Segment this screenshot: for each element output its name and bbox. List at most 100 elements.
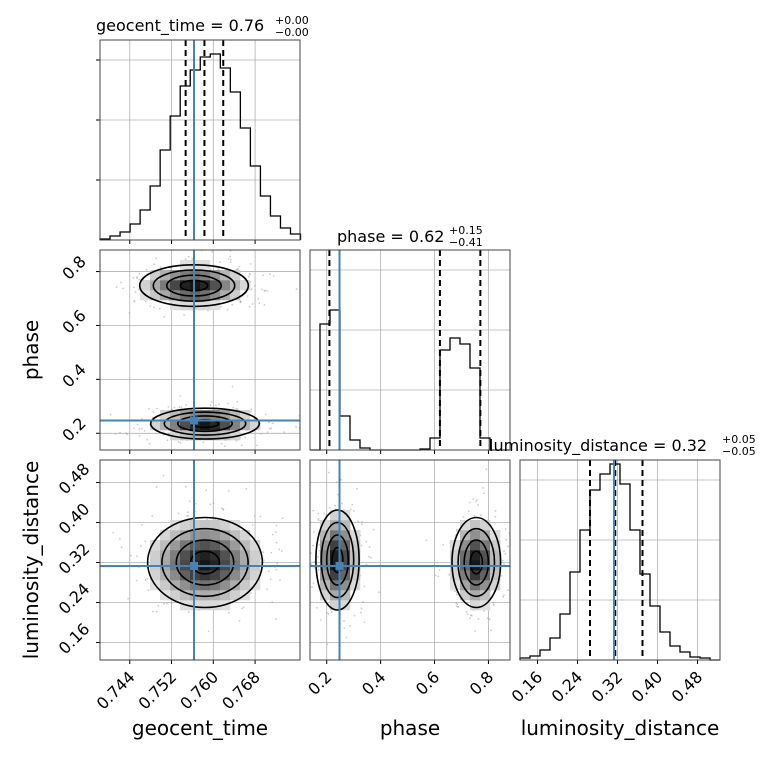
- sample-point: [229, 255, 231, 258]
- density-cell: [220, 410, 231, 421]
- density-geocent-time-vs-luminosity-distance-frame: [99, 459, 301, 661]
- density-cell: [230, 520, 241, 531]
- density-cell: [200, 530, 211, 541]
- density-cell: [470, 550, 481, 561]
- density-cell: [230, 590, 241, 601]
- sample-point: [271, 601, 274, 604]
- sample-point: [202, 441, 205, 444]
- hist-phase-panel: [309, 249, 511, 454]
- sample-point: [251, 524, 254, 526]
- sample-point: [152, 411, 155, 413]
- sample-point: [170, 602, 173, 604]
- density-cell: [150, 570, 161, 581]
- hist-luminosity-distance-bg: [520, 460, 720, 660]
- density-cell: [230, 570, 241, 581]
- density-cell: [330, 590, 341, 601]
- sample-point: [224, 445, 226, 448]
- sample-point: [326, 643, 329, 646]
- density-cell: [170, 430, 181, 441]
- sample-point: [503, 563, 505, 565]
- sample-point: [263, 289, 266, 292]
- xtick-label-phase-3: 0.8: [466, 667, 497, 698]
- sample-point: [327, 471, 330, 474]
- density-cell: [200, 570, 211, 581]
- sample-point: [317, 512, 320, 515]
- sample-point: [360, 544, 363, 547]
- density-cell: [210, 580, 221, 591]
- density-cell: [470, 570, 481, 581]
- density-cell: [330, 600, 341, 611]
- sample-point: [153, 263, 156, 266]
- sample-point: [249, 273, 251, 276]
- sample-point: [163, 431, 165, 434]
- sample-point: [363, 621, 366, 624]
- sample-point: [505, 538, 508, 541]
- sample-point: [178, 406, 181, 409]
- hist-luminosity-distance-frame: [519, 459, 721, 661]
- ytick-label-luminosity-distance-3: 0.40: [55, 499, 94, 538]
- density-cell: [200, 540, 211, 551]
- sample-point: [349, 625, 351, 627]
- sample-point: [483, 492, 485, 495]
- sample-point: [442, 544, 445, 546]
- sample-point: [158, 307, 161, 310]
- sample-point: [246, 295, 249, 297]
- sample-point: [507, 589, 509, 591]
- sample-point: [317, 519, 320, 522]
- sample-point: [263, 304, 266, 306]
- sample-point: [456, 528, 458, 531]
- xtick-label-phase-1: 0.4: [358, 667, 389, 698]
- sample-point: [362, 601, 364, 603]
- sample-point: [270, 427, 273, 430]
- sample-point: [144, 540, 147, 543]
- density-cell: [180, 420, 191, 431]
- sample-point: [448, 573, 451, 576]
- sample-point: [242, 606, 245, 609]
- sample-point: [356, 488, 358, 490]
- sample-point: [119, 431, 121, 434]
- sample-point: [133, 299, 136, 302]
- xtick-label-geocent-time-2: 0.760: [176, 667, 222, 713]
- contour-mode0-level3: [315, 509, 360, 611]
- sample-point: [340, 478, 342, 481]
- density-geocent-time-vs-luminosity-distance-panel: [96, 459, 301, 664]
- sample-point: [188, 500, 191, 503]
- sample-point: [264, 413, 267, 416]
- sample-point: [155, 610, 158, 613]
- density-cell: [200, 520, 211, 531]
- sample-point: [151, 610, 154, 613]
- sample-point: [502, 595, 505, 598]
- density-cell: [340, 590, 351, 601]
- sample-point: [465, 611, 468, 613]
- density-cell: [320, 570, 331, 581]
- sample-point: [353, 510, 355, 512]
- density-cell: [250, 570, 261, 581]
- sample-point: [492, 603, 495, 606]
- density-cell: [160, 280, 171, 291]
- sample-point: [138, 278, 141, 281]
- sample-point: [283, 431, 286, 433]
- density-cell: [210, 520, 221, 531]
- ytick-label-luminosity-distance-0: 0.16: [55, 619, 94, 658]
- sample-point: [127, 597, 129, 600]
- sample-point: [317, 517, 320, 520]
- contour-mode1-level3: [149, 407, 261, 440]
- sample-point: [357, 520, 360, 523]
- sample-point: [207, 630, 210, 633]
- density-cell: [470, 540, 481, 551]
- sample-point: [486, 617, 489, 620]
- density-cell: [220, 550, 231, 561]
- sample-point: [149, 305, 152, 307]
- contour-mode0-level3: [146, 516, 264, 609]
- xtick-label-luminosity-distance-1: 0.24: [548, 667, 587, 706]
- sample-point: [263, 559, 265, 562]
- sample-point: [361, 521, 364, 523]
- sample-point: [132, 276, 135, 279]
- sample-point: [316, 606, 318, 609]
- sample-point: [455, 593, 458, 596]
- density-cell: [340, 510, 351, 521]
- density-cell: [240, 540, 251, 551]
- sample-point: [312, 509, 315, 512]
- sample-point: [507, 545, 509, 548]
- sample-point: [155, 257, 158, 260]
